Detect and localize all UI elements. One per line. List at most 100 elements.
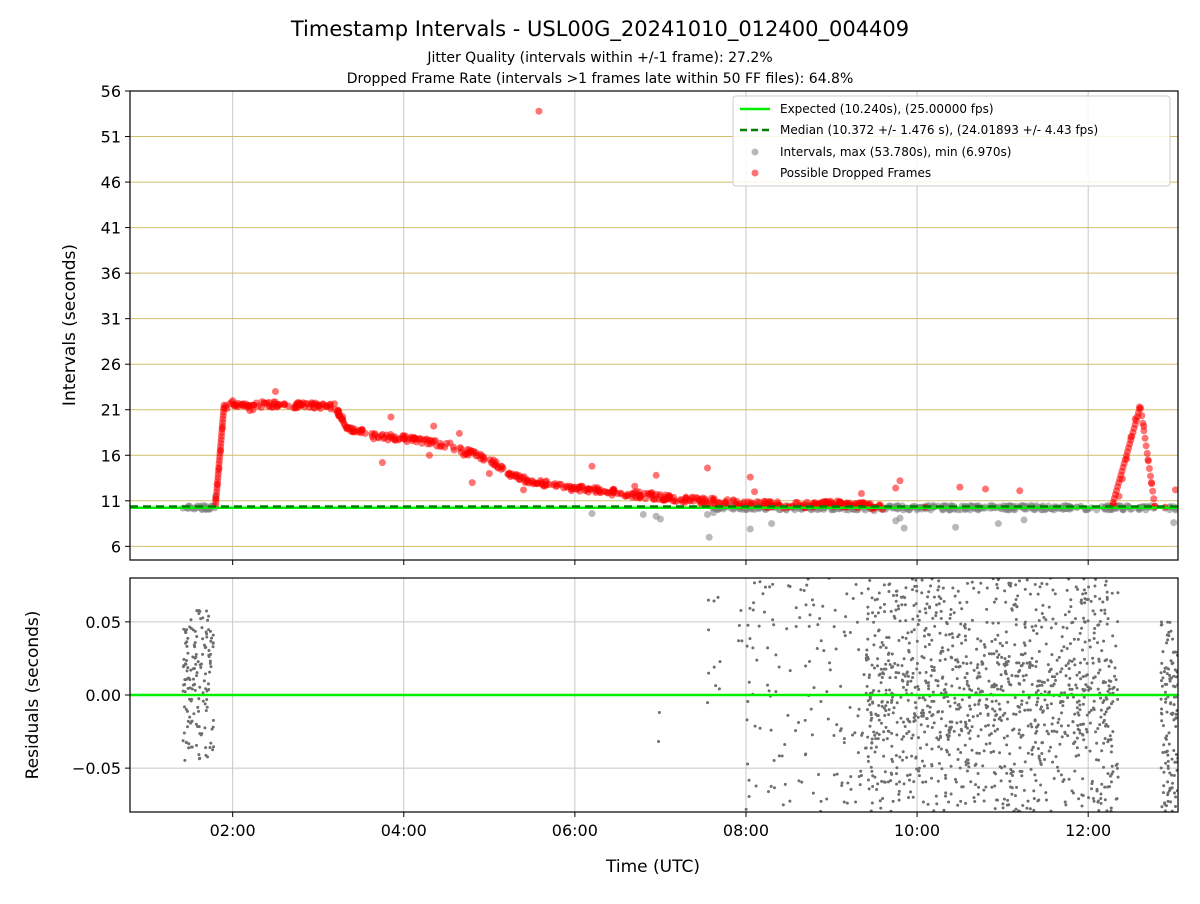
residual-point xyxy=(958,686,962,690)
residual-point xyxy=(894,599,898,603)
residual-point xyxy=(980,662,984,666)
residual-point xyxy=(185,659,189,663)
residual-point xyxy=(199,665,203,669)
residual-point xyxy=(202,643,206,647)
residual-point xyxy=(1026,708,1030,712)
residual-point xyxy=(1076,727,1080,731)
residual-point xyxy=(1083,640,1087,644)
residual-point xyxy=(963,676,967,680)
residual-point xyxy=(879,645,883,649)
residual-point xyxy=(967,731,971,735)
residual-point xyxy=(1071,695,1075,699)
residual-point xyxy=(984,724,988,728)
residual-point xyxy=(1093,584,1097,588)
residual-point xyxy=(1042,723,1046,727)
residual-point xyxy=(1071,720,1075,724)
residual-point xyxy=(877,733,881,737)
residual-point xyxy=(891,760,895,764)
residual-point xyxy=(1159,671,1163,675)
residual-point xyxy=(898,755,902,759)
interval-point xyxy=(768,520,776,528)
residual-point xyxy=(1078,661,1082,665)
residual-point xyxy=(1015,604,1019,608)
residual-point xyxy=(894,670,898,674)
residual-point xyxy=(924,626,928,630)
residual-point xyxy=(194,652,198,656)
dropped-frame-point xyxy=(232,402,240,410)
dropped-frame-point xyxy=(254,402,262,410)
residual-point xyxy=(990,785,994,789)
residual-point xyxy=(785,627,789,631)
residual-point xyxy=(1087,796,1091,800)
residual-point xyxy=(946,738,950,742)
dropped-frame-point xyxy=(213,480,221,488)
residual-point xyxy=(1036,688,1040,692)
top-ytick-label: 6 xyxy=(111,537,121,556)
residual-point xyxy=(1099,715,1103,719)
residual-point xyxy=(970,689,974,693)
residual-point xyxy=(960,607,964,611)
top-ytick-label: 11 xyxy=(101,492,121,511)
top-ytick-label: 41 xyxy=(101,219,121,238)
residual-point xyxy=(967,627,971,631)
residual-point xyxy=(1051,588,1055,592)
legend-intervals-swatch xyxy=(751,148,759,156)
residual-point xyxy=(1064,664,1068,668)
residual-point xyxy=(868,673,872,677)
residual-point xyxy=(866,612,870,616)
residual-point xyxy=(1000,655,1004,659)
residual-point xyxy=(1036,592,1040,596)
dropped-frame-point xyxy=(425,451,433,459)
residual-point xyxy=(916,623,920,627)
residual-point xyxy=(1039,707,1043,711)
residual-point xyxy=(1036,679,1040,683)
residual-point xyxy=(1099,792,1103,796)
residual-point xyxy=(1114,644,1118,648)
dropped-frame-point xyxy=(1136,403,1144,411)
residual-point xyxy=(1054,755,1058,759)
residual-point xyxy=(930,668,934,672)
residual-point xyxy=(903,674,907,678)
residual-point xyxy=(1103,608,1107,612)
residual-point xyxy=(930,638,934,642)
residual-point xyxy=(200,626,204,630)
dropped-frame-point xyxy=(1147,479,1155,487)
residual-point xyxy=(895,782,899,786)
residual-point xyxy=(922,711,926,715)
residual-point xyxy=(191,628,195,632)
residual-point xyxy=(930,725,934,729)
residual-point xyxy=(1103,736,1107,740)
residual-point xyxy=(842,630,846,634)
residual-point xyxy=(977,590,981,594)
residual-point xyxy=(1034,731,1038,735)
residual-point xyxy=(924,780,928,784)
dropped-frame-point xyxy=(443,439,451,447)
residual-point xyxy=(990,684,994,688)
residual-point xyxy=(1085,730,1089,734)
dropped-frame-point xyxy=(1143,449,1151,457)
residual-point xyxy=(929,658,933,662)
residual-point xyxy=(193,641,197,645)
dropped-frame-point xyxy=(290,404,298,412)
interval-point xyxy=(896,514,904,522)
residual-point xyxy=(201,637,205,641)
residual-point xyxy=(944,776,948,780)
residual-point xyxy=(868,697,872,701)
residual-point xyxy=(940,646,944,650)
residual-point xyxy=(915,639,919,643)
residual-point xyxy=(1087,688,1091,692)
residual-point xyxy=(1022,788,1026,792)
residual-point xyxy=(1105,595,1109,599)
residual-point xyxy=(1166,766,1170,770)
residual-point xyxy=(1063,613,1067,617)
residual-point xyxy=(917,769,921,773)
residual-point xyxy=(1014,618,1018,622)
residual-point xyxy=(206,755,210,759)
residual-point xyxy=(788,799,792,803)
residual-point xyxy=(866,655,870,659)
residual-point xyxy=(917,696,921,700)
residual-point xyxy=(746,762,750,766)
residual-point xyxy=(1035,700,1039,704)
residual-point xyxy=(1042,616,1046,620)
dropped-frame-point xyxy=(1171,486,1178,494)
